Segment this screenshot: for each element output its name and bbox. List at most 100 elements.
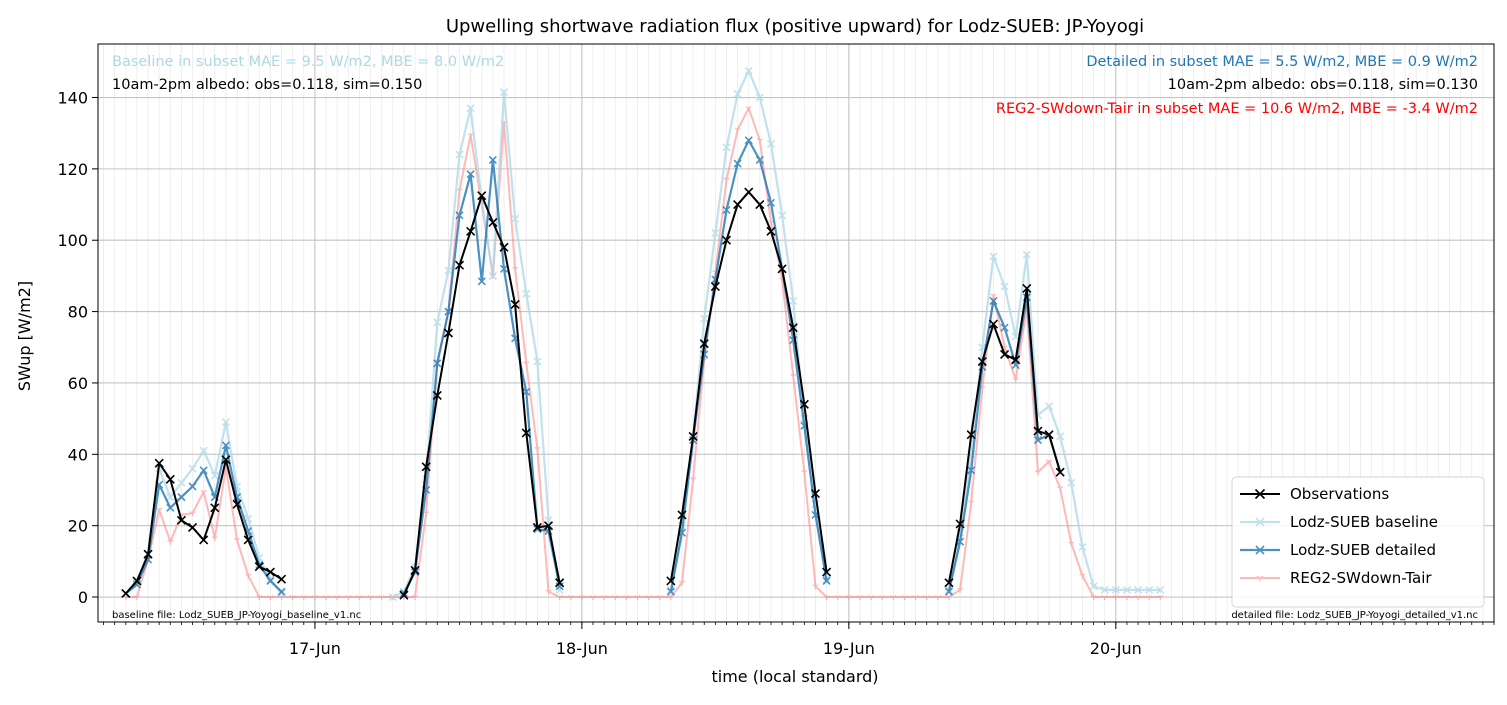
data-point <box>556 594 563 601</box>
data-point <box>265 567 275 577</box>
data-point <box>801 470 808 476</box>
data-point <box>488 271 497 280</box>
data-point <box>755 155 764 165</box>
legend-label: Observations <box>1290 485 1389 503</box>
data-point <box>722 205 731 214</box>
data-point <box>176 515 186 525</box>
data-point <box>733 89 742 99</box>
data-point <box>488 155 497 165</box>
data-point <box>1000 349 1010 359</box>
data-point <box>822 567 832 577</box>
data-point <box>454 260 465 270</box>
x-tick-label: 20-Jun <box>1090 639 1142 658</box>
data-point <box>790 373 797 379</box>
data-point <box>1022 250 1031 259</box>
data-point <box>967 466 976 475</box>
data-point <box>989 252 998 261</box>
data-point <box>567 594 574 601</box>
data-point <box>955 519 965 529</box>
x-axis-label: time (local standard) <box>711 667 878 686</box>
data-point <box>810 488 821 499</box>
detailed-file-annotation: detailed file: Lodz_SUEB_JP-Yoyogi_detai… <box>1231 610 1478 621</box>
data-point <box>578 594 585 601</box>
data-point <box>166 493 175 502</box>
data-point <box>723 177 730 183</box>
data-point <box>710 282 720 292</box>
data-point <box>1034 470 1041 476</box>
chart-title: Upwelling shortwave radiation flux (posi… <box>446 16 1144 37</box>
series-observations <box>121 187 1065 600</box>
data-point <box>189 511 196 517</box>
data-point <box>1033 435 1043 445</box>
data-point <box>199 466 208 475</box>
data-point <box>834 594 841 601</box>
data-point <box>399 590 409 600</box>
data-point <box>499 242 509 252</box>
y-tick-label: 100 <box>57 231 88 250</box>
legend-item: Lodz-SUEB baseline <box>1240 513 1438 531</box>
data-point <box>177 478 186 487</box>
data-point <box>300 594 307 601</box>
data-point <box>623 594 630 601</box>
data-point <box>777 264 787 274</box>
data-point <box>923 594 930 601</box>
y-tick-label: 80 <box>68 303 88 322</box>
data-point <box>788 323 798 333</box>
data-point <box>988 319 999 329</box>
data-point <box>766 226 776 236</box>
legend-item: Lodz-SUEB detailed <box>1240 541 1436 559</box>
data-point <box>266 576 275 586</box>
data-point <box>1111 585 1120 594</box>
data-point <box>1022 283 1032 293</box>
y-tick-label: 20 <box>68 517 88 536</box>
data-point <box>968 500 975 506</box>
data-point <box>211 536 218 542</box>
data-point <box>412 594 419 601</box>
data-point <box>512 266 519 272</box>
data-point <box>1068 541 1075 547</box>
data-point <box>733 199 743 210</box>
legend-marker <box>1254 488 1266 500</box>
series-layer <box>121 66 1165 602</box>
data-point <box>799 399 809 409</box>
data-point <box>545 589 552 595</box>
data-point <box>677 510 687 520</box>
data-point <box>711 229 720 238</box>
data-point <box>612 594 619 601</box>
data-point <box>1112 594 1119 601</box>
data-point <box>188 482 197 491</box>
legend-label: REG2-SWdown-Tair <box>1290 569 1432 587</box>
reg2-metrics-annotation: REG2-SWdown-Tair in subset MAE = 10.6 W/… <box>996 101 1478 117</box>
data-point <box>466 170 475 179</box>
data-point <box>245 573 252 579</box>
data-point <box>466 226 476 236</box>
data-point <box>477 277 486 286</box>
data-point <box>232 499 242 509</box>
data-point <box>367 594 374 601</box>
data-point <box>1067 478 1076 487</box>
data-point <box>845 594 852 601</box>
data-point <box>421 462 431 472</box>
data-point <box>733 159 742 168</box>
data-point <box>1044 402 1054 411</box>
data-point <box>187 522 198 533</box>
data-point <box>744 136 753 145</box>
legend-item: Observations <box>1240 485 1389 503</box>
data-point <box>243 535 253 545</box>
data-point <box>345 594 352 601</box>
data-point <box>277 587 286 596</box>
data-point <box>879 594 886 601</box>
data-point <box>1133 585 1143 594</box>
data-point <box>210 503 220 513</box>
data-point <box>755 199 765 210</box>
y-axis-label: SWup [W/m2] <box>15 281 34 391</box>
data-point <box>388 592 397 602</box>
legend-item: REG2-SWdown-Tair <box>1240 569 1432 587</box>
data-point <box>466 104 475 113</box>
data-point <box>966 430 976 440</box>
data-point <box>1078 543 1087 552</box>
data-point <box>444 266 453 275</box>
data-point <box>521 428 531 438</box>
legend-box <box>1231 476 1485 608</box>
data-point <box>1100 585 1109 594</box>
